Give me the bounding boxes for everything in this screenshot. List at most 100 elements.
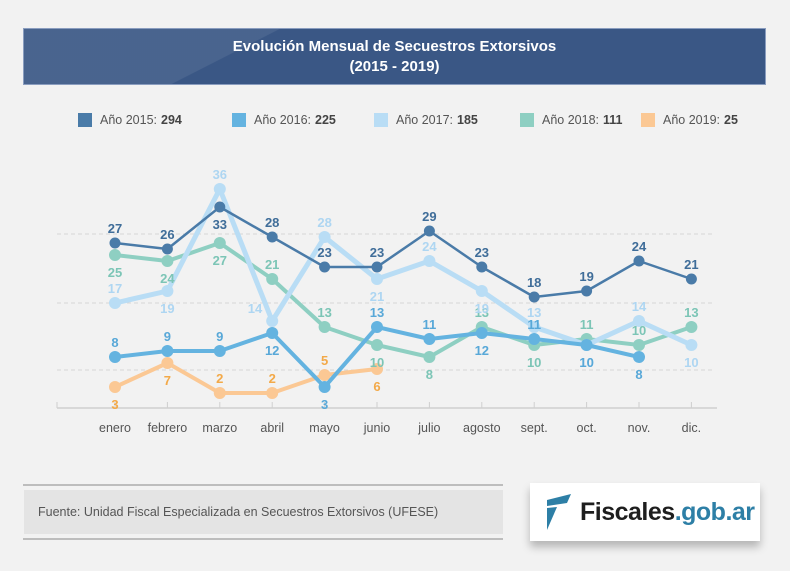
data-point	[423, 225, 435, 237]
data-point	[633, 315, 645, 327]
data-label: 12	[265, 343, 279, 358]
data-point	[266, 327, 279, 339]
data-label: 13	[370, 305, 384, 320]
data-label: 21	[265, 257, 279, 272]
data-label: 27	[213, 253, 227, 268]
data-label: 3	[111, 397, 118, 412]
series-line-año-2017	[114, 186, 693, 348]
data-point	[213, 345, 226, 357]
series-line-año-2019	[114, 361, 378, 395]
logo-wordmark: Fiscales.gob.ar	[580, 497, 755, 526]
data-label: 10	[527, 355, 541, 370]
data-point	[685, 339, 698, 351]
data-label: 9	[216, 329, 223, 344]
x-tick-label: nov.	[628, 421, 651, 435]
data-label: 26	[160, 227, 174, 242]
title-banner: Evolución Mensual de Secuestros Extorsiv…	[23, 28, 766, 85]
data-label: 24	[632, 239, 647, 254]
data-label: 21	[370, 289, 384, 304]
data-point	[109, 297, 121, 309]
legend-item-2016: Año 2016: 225	[232, 113, 336, 127]
data-label: 18	[527, 275, 541, 290]
data-label: 25	[108, 265, 122, 280]
data-label: 8	[111, 335, 118, 350]
fiscales-logo[interactable]: Fiscales.gob.ar	[530, 483, 760, 541]
data-point	[475, 285, 488, 297]
data-point	[109, 351, 121, 363]
data-label: 29	[422, 209, 436, 224]
series-line-año-2015	[114, 205, 692, 299]
data-point	[685, 273, 697, 285]
legend-total: 25	[724, 113, 738, 127]
data-label: 13	[527, 305, 541, 320]
data-point	[371, 363, 383, 375]
data-point	[371, 321, 383, 333]
data-label: 23	[475, 245, 489, 260]
x-tick-label: enero	[99, 421, 131, 435]
legend-swatch	[641, 113, 655, 127]
chart-subtitle: (2015 - 2019)	[349, 58, 440, 75]
legend-total: 225	[315, 113, 336, 127]
data-label: 24	[160, 271, 175, 286]
legend-swatch	[78, 113, 92, 127]
x-tick-label: oct.	[577, 421, 597, 435]
data-label: 11	[527, 317, 541, 332]
data-point	[318, 321, 331, 333]
data-point	[633, 255, 645, 267]
legend-swatch	[520, 113, 534, 127]
data-point	[633, 339, 645, 351]
line-chart: enero febrero marzo abril mayo junio julio agos…	[56, 167, 717, 435]
data-label: 9	[164, 329, 171, 344]
data-point	[528, 333, 541, 345]
data-label: 13	[475, 305, 489, 320]
x-tick-label: junio	[363, 421, 390, 435]
data-label: 27	[108, 221, 122, 236]
fiscales-logo-icon	[547, 494, 571, 530]
data-label: 13	[317, 305, 331, 320]
data-label: 11	[423, 317, 437, 332]
data-point	[213, 237, 226, 249]
data-label: 11	[580, 317, 594, 332]
x-tick-label: febrero	[148, 421, 188, 435]
banner-sheen	[24, 29, 765, 84]
data-point	[266, 315, 279, 327]
legend-item-2017: Año 2017: 185	[374, 113, 478, 127]
data-point	[371, 261, 383, 273]
data-point	[476, 261, 488, 273]
data-label: 21	[684, 257, 698, 272]
legend-total: 294	[161, 113, 182, 127]
data-label: 8	[426, 367, 433, 382]
data-label: 12	[475, 343, 489, 358]
data-point	[161, 243, 173, 255]
x-tick-label: julio	[417, 421, 440, 435]
data-label: 8	[635, 367, 642, 382]
legend-total: 111	[603, 113, 623, 127]
data-label: 14	[248, 301, 263, 316]
x-tick-label: agosto	[463, 421, 501, 435]
data-point	[423, 333, 436, 345]
data-point	[161, 357, 174, 369]
legend-label: Año 2017:	[396, 113, 453, 127]
data-label: 10	[632, 323, 646, 338]
chart-title: Evolución Mensual de Secuestros Extorsiv…	[232, 38, 557, 55]
data-point	[423, 351, 436, 363]
legend-label: Año 2016:	[254, 113, 311, 127]
data-label: 24	[422, 239, 437, 254]
data-label: 6	[373, 379, 380, 394]
x-tick-label: marzo	[202, 421, 237, 435]
data-point	[580, 339, 593, 351]
legend-item-2018: Año 2018: 111	[520, 113, 622, 127]
data-point	[161, 255, 174, 267]
data-label: 19	[579, 269, 593, 284]
data-label: 28	[265, 215, 279, 230]
data-point	[109, 237, 121, 249]
legend-label: Año 2018:	[542, 113, 599, 127]
source-box: Fuente: Unidad Fiscal Especializada en S…	[23, 484, 503, 540]
source-text: Fuente: Unidad Fiscal Especializada en S…	[24, 490, 503, 534]
data-label: 36	[213, 167, 227, 182]
data-label: 10	[579, 355, 593, 370]
data-label: 2	[216, 371, 223, 386]
data-label: 19	[160, 301, 174, 316]
x-tick-label: abril	[260, 421, 284, 435]
legend-swatch	[374, 113, 388, 127]
